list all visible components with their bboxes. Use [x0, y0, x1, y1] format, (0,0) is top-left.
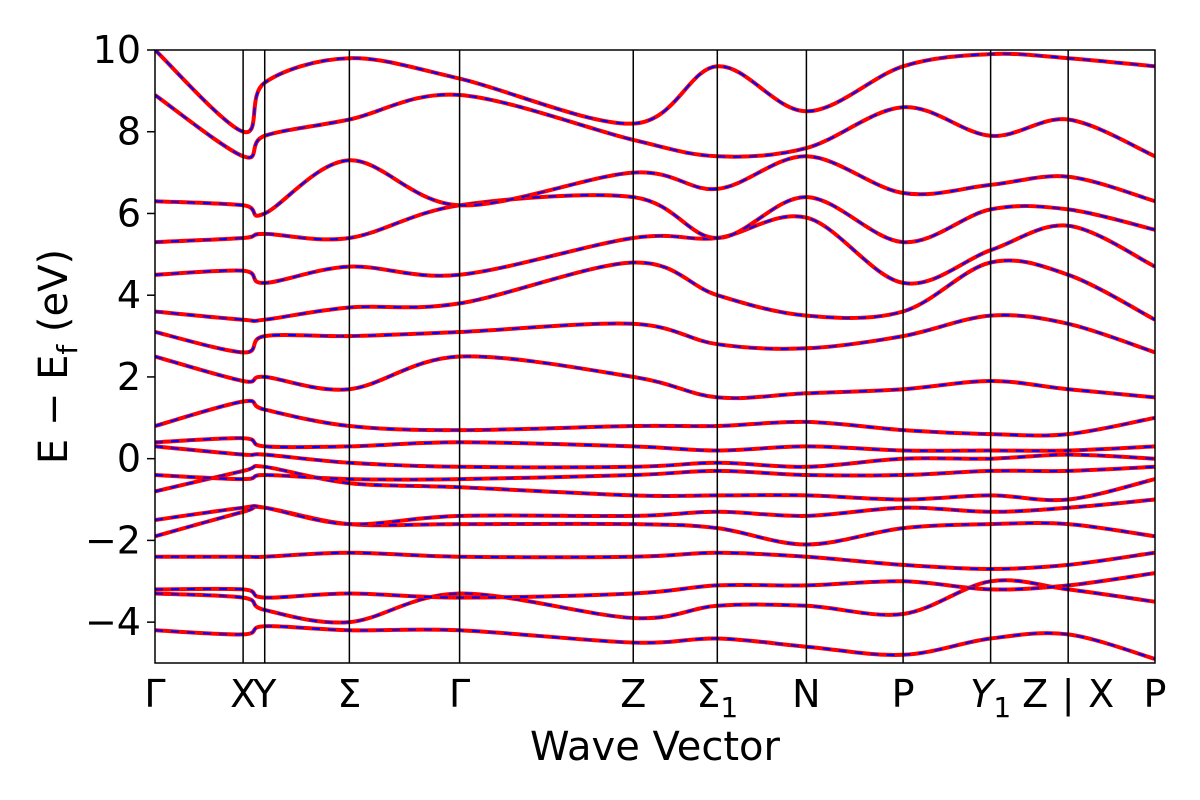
band-line-dashed-11 [155, 355, 1155, 400]
band-line-11 [155, 354, 1155, 401]
y-tick-label-3: 2 [117, 355, 141, 399]
x-tick-label-11: X [1088, 672, 1114, 716]
y-axis-label: E − Ef (eV) [31, 249, 84, 464]
band-line-dashed-17 [155, 93, 1155, 159]
y-tick-label-2: 0 [117, 437, 141, 481]
band-line-9 [155, 436, 1155, 453]
x-tick-label-12: P [1144, 672, 1167, 716]
x-tick-label-1: X [230, 672, 256, 716]
y-tick-label-1: −2 [85, 518, 141, 562]
x-tick-label-6: Σ1 [696, 672, 738, 724]
y-tick-label-0: −4 [85, 600, 141, 644]
y-axis-ticks: −4 −2 0 2 4 6 8 10 [85, 28, 155, 644]
y-tick-label-5: 6 [117, 191, 141, 235]
x-tick-label-0: Γ [144, 672, 165, 716]
band-line-dashed-18 [155, 50, 1155, 133]
high-symmetry-lines [242, 50, 1069, 663]
x-tick-label-9: Y1 [970, 672, 1011, 724]
band-line-18 [155, 50, 1155, 134]
band-line-12 [155, 313, 1155, 355]
x-tick-label-5: Z [620, 672, 646, 716]
band-line-dashed-0 [155, 625, 1155, 660]
band-line-14 [155, 214, 1155, 286]
band-line-17 [155, 92, 1155, 160]
x-tick-label-10: Z [1022, 672, 1048, 716]
y-tick-label-7: 10 [93, 28, 141, 72]
band-line-1 [155, 578, 1155, 625]
x-tick-label-8: P [892, 672, 915, 716]
x-tick-label-7: N [792, 672, 820, 716]
x-tick-path-break: | [1062, 672, 1075, 717]
x-tick-label-3: Σ [337, 672, 361, 716]
band-line-dashed-5 [155, 498, 1155, 526]
band-line-dashed-13 [155, 259, 1155, 323]
x-tick-label-4: Γ [449, 672, 470, 716]
x-axis-label: Wave Vector [530, 724, 781, 770]
band-lines [155, 50, 1155, 661]
band-line-dashed-7 [155, 465, 1155, 481]
y-tick-label-4: 4 [117, 273, 141, 317]
band-line-13 [155, 258, 1155, 324]
band-line-2 [155, 571, 1155, 600]
y-tick-label-6: 8 [117, 110, 141, 154]
band-line-10 [155, 398, 1155, 438]
x-tick-label-2: Y [252, 672, 277, 716]
plot-frame [154, 49, 1156, 664]
x-axis-ticks: Γ XY Σ Γ Z Σ1 N P Y1 Z | X P [144, 672, 1166, 724]
band-line-dashed-3 [155, 551, 1155, 571]
